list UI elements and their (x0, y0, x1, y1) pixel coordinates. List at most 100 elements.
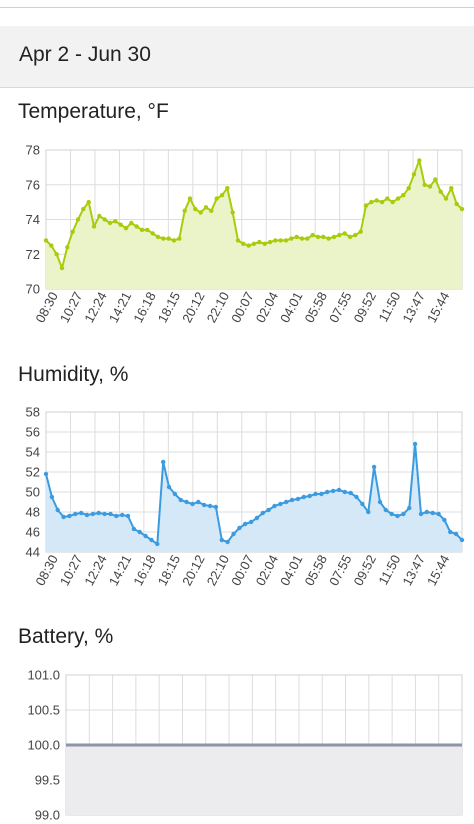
humidity-data-point (295, 496, 301, 502)
humidity-data-point (219, 537, 224, 543)
temperature-data-point (97, 213, 102, 219)
temperature-data-point (289, 236, 294, 241)
temperature-data-point (267, 239, 273, 245)
humidity-data-point (254, 515, 260, 521)
humidity-data-point (61, 514, 66, 520)
temperature-data-point (401, 193, 406, 198)
temperature-data-point (251, 241, 257, 246)
temperature-x-tick-label: 10:27 (57, 289, 86, 325)
temperature-data-point (65, 245, 70, 250)
temperature-data-point (326, 236, 331, 241)
temperature-data-point (150, 231, 155, 236)
humidity-data-point (336, 487, 342, 493)
temperature-data-point (203, 205, 209, 210)
humidity-data-point (284, 499, 289, 505)
humidity-x-tick-label: 16:18 (130, 552, 159, 588)
temperature-data-point (294, 234, 299, 240)
humidity-data-point (114, 513, 119, 519)
humidity-data-point (131, 526, 137, 532)
temperature-data-point (161, 236, 166, 241)
temperature-y-tick-label: 72 (26, 247, 40, 262)
humidity-data-point (155, 541, 160, 547)
temperature-x-tick-label: 15:44 (424, 289, 453, 325)
temperature-data-point (155, 234, 161, 240)
temperature-data-point (49, 243, 54, 248)
temperature-chart-title: Temperature, °F (18, 100, 169, 123)
humidity-data-point (43, 471, 49, 477)
temperature-data-point (102, 217, 107, 222)
battery-chart[interactable]: 99.0 99.5 100.0 100.5 101.0 (0, 664, 474, 824)
temperature-x-tick-label: 07:55 (326, 289, 355, 325)
temperature-data-point (438, 189, 443, 194)
temperature-data-point (433, 177, 438, 182)
temperature-data-point (353, 232, 358, 238)
temperature-data-point (59, 265, 65, 271)
humidity-data-point (225, 539, 230, 545)
humidity-data-point (272, 503, 277, 509)
humidity-data-point (67, 513, 72, 519)
temperature-data-point (145, 227, 150, 233)
humidity-data-point (125, 513, 131, 519)
temperature-data-point (459, 206, 465, 212)
humidity-data-point (430, 510, 435, 516)
humidity-data-point (377, 499, 383, 505)
humidity-data-point (84, 512, 90, 518)
humidity-y-tick-label: 44 (26, 545, 40, 560)
humidity-data-point (348, 490, 353, 496)
temperature-chart[interactable]: 707274767808:3010:2712:2414:2116:1818:15… (0, 138, 474, 350)
temperature-data-point (123, 226, 129, 231)
battery-chart-title: Battery, % (18, 625, 114, 648)
humidity-data-point (383, 507, 388, 513)
humidity-data-point (137, 529, 142, 535)
temperature-x-tick-label: 14:21 (106, 289, 135, 325)
humidity-data-point (442, 517, 447, 523)
temperature-data-point (321, 234, 326, 240)
humidity-data-point (412, 441, 418, 447)
temperature-x-tick-label: 22:10 (204, 289, 233, 325)
humidity-data-point (436, 511, 441, 517)
temperature-x-tick-label: 18:15 (155, 289, 184, 325)
humidity-data-point (120, 512, 125, 518)
humidity-data-point (202, 502, 207, 508)
temperature-x-tick-label: 04:01 (277, 289, 306, 325)
temperature-y-tick-label: 76 (26, 177, 40, 192)
temperature-x-tick-label: 09:52 (350, 289, 379, 325)
temperature-data-point (385, 196, 390, 201)
humidity-x-tick-label: 10:27 (57, 552, 86, 588)
humidity-x-tick-label: 00:07 (228, 552, 257, 588)
humidity-data-point (49, 494, 55, 500)
temperature-data-point (70, 229, 75, 234)
temperature-data-point (449, 186, 454, 191)
temperature-x-tick-label: 02:04 (253, 289, 282, 325)
temperature-data-point (299, 236, 305, 241)
humidity-data-point (161, 459, 166, 465)
temperature-x-tick-label: 20:12 (179, 289, 208, 325)
humidity-chart[interactable]: 444648505254565808:3010:2712:2414:2116:1… (0, 400, 474, 612)
top-divider (0, 7, 474, 8)
temperature-x-tick-label: 00:07 (228, 289, 257, 325)
humidity-x-tick-label: 18:15 (155, 552, 184, 588)
temperature-data-point (214, 196, 219, 201)
humidity-data-point (143, 533, 148, 539)
humidity-y-tick-label: 58 (26, 405, 40, 420)
humidity-x-tick-label: 22:10 (204, 552, 233, 588)
humidity-area-fill (46, 444, 462, 552)
date-range-header[interactable]: Apr 2 - Jun 30 (0, 26, 474, 88)
humidity-x-tick-label: 05:58 (302, 552, 331, 588)
humidity-data-point (395, 513, 400, 519)
temperature-data-point (43, 238, 49, 243)
humidity-data-point (448, 529, 453, 535)
humidity-data-point (79, 510, 84, 516)
temperature-data-point (187, 196, 193, 201)
humidity-x-tick-label: 12:24 (81, 552, 110, 588)
battery-y-tick-label: 100.0 (27, 738, 60, 753)
humidity-x-tick-label: 04:01 (277, 552, 306, 588)
humidity-data-point (330, 488, 336, 494)
humidity-y-tick-label: 46 (26, 525, 40, 540)
humidity-data-point (418, 511, 424, 517)
temperature-data-point (177, 236, 182, 241)
humidity-data-point (266, 507, 271, 513)
humidity-y-tick-label: 56 (26, 425, 40, 440)
humidity-data-point (371, 464, 377, 470)
humidity-data-point (190, 501, 195, 507)
